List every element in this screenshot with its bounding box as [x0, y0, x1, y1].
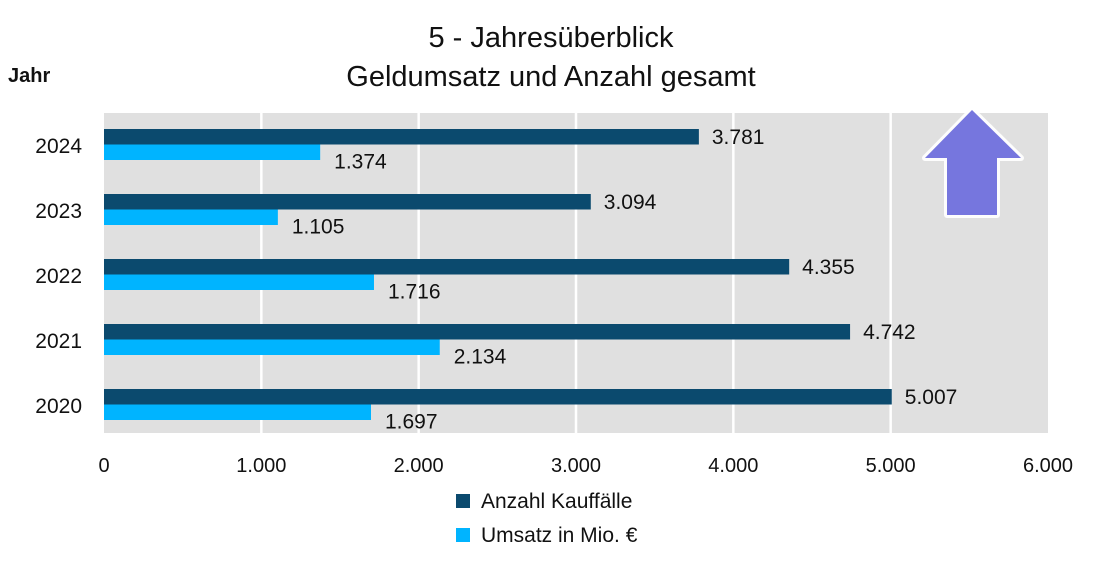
bar-umsatz	[104, 404, 371, 420]
bar-umsatz	[104, 144, 321, 160]
x-tick-label: 4.000	[708, 455, 758, 477]
legend-label-anzahl: Anzahl Kauffälle	[481, 490, 632, 513]
y-tick-label: 2022	[35, 265, 82, 288]
x-tick-label: 3.000	[551, 455, 601, 477]
bar-anzahl	[104, 129, 699, 145]
x-tick-label: 6.000	[1023, 455, 1073, 477]
x-tick-label: 1.000	[236, 455, 286, 477]
data-label: 1.716	[388, 281, 441, 304]
chart-title-line-2: Geldumsatz und Anzahl gesamt	[346, 61, 755, 93]
data-label: 3.094	[604, 191, 657, 214]
bar-anzahl	[104, 324, 851, 340]
bar-anzahl	[104, 389, 892, 405]
x-tick-label: 0	[98, 455, 109, 477]
bar-anzahl	[104, 194, 591, 210]
bar-umsatz	[104, 339, 440, 355]
legend-label-umsatz: Umsatz in Mio. €	[481, 524, 638, 547]
y-axis-label: Jahr	[8, 65, 50, 87]
data-label: 1.374	[334, 151, 387, 174]
y-tick-label: 2021	[35, 330, 82, 353]
chart-title-line-1: 5 - Jahresüberblick	[429, 22, 674, 54]
data-label: 5.007	[905, 386, 958, 409]
data-label: 1.105	[292, 216, 345, 239]
bar-umsatz	[104, 209, 278, 225]
data-label: 2.134	[454, 346, 507, 369]
legend-swatch-umsatz	[456, 528, 470, 542]
data-label: 4.355	[802, 256, 855, 279]
x-tick-label: 2.000	[394, 455, 444, 477]
data-label: 3.781	[712, 126, 765, 149]
legend: Anzahl Kauffälle Umsatz in Mio. €	[456, 490, 638, 547]
data-label: 4.742	[863, 321, 916, 344]
x-tick-label: 5.000	[866, 455, 916, 477]
legend-swatch-anzahl	[456, 494, 470, 508]
up-arrow-icon	[922, 107, 1024, 218]
data-label: 1.697	[385, 411, 438, 434]
bar-anzahl	[104, 259, 790, 275]
bar-umsatz	[104, 274, 374, 290]
y-tick-label: 2023	[35, 200, 82, 223]
y-tick-label: 2024	[35, 135, 82, 158]
y-tick-label: 2020	[35, 395, 82, 418]
